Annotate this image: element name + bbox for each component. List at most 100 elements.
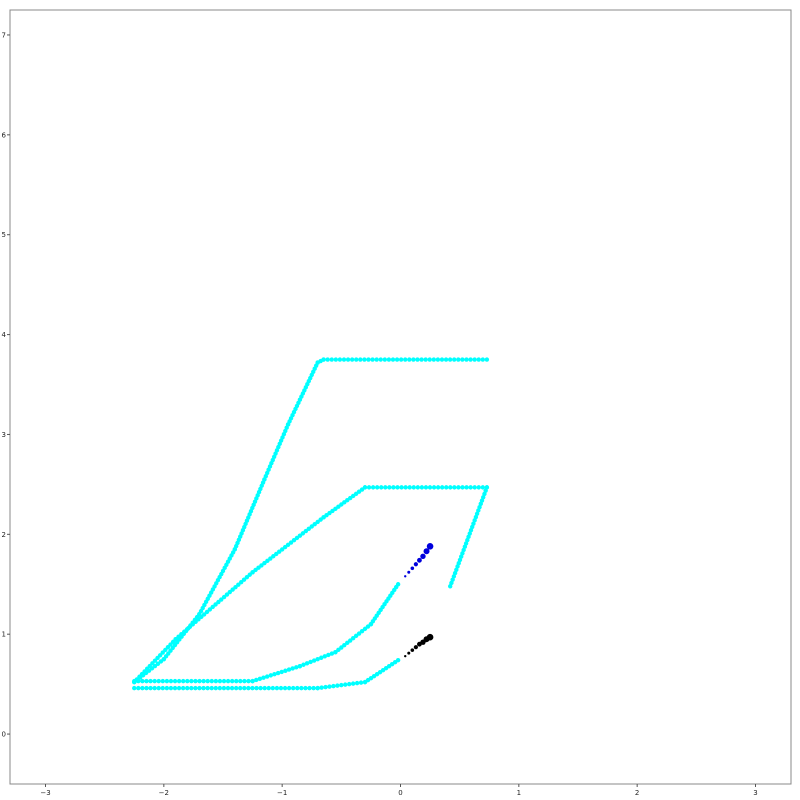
data-point [278,685,284,691]
data-point [168,678,174,684]
data-point [329,357,334,362]
data-point [333,649,338,655]
data-point [395,657,401,663]
data-point [333,357,339,362]
data-point [213,685,218,691]
data-point [282,685,288,691]
data-point [370,357,375,362]
data-point [463,541,469,546]
data-point [209,678,214,684]
y-tick-label: 1 [2,631,6,639]
data-point [193,619,198,625]
data-point [435,357,441,362]
data-point [132,678,137,684]
data-point [309,524,314,529]
data-point [365,624,371,629]
data-point [311,658,317,663]
data-point [180,685,186,691]
data-point [423,485,429,490]
data-point [144,678,149,684]
data-point [148,678,153,684]
data-point [411,485,416,490]
data-point [404,575,407,578]
data-point [410,566,415,571]
data-point [185,678,190,684]
data-point [303,685,308,691]
data-point [197,685,202,691]
data-point [343,682,348,687]
data-point [419,357,424,362]
x-tick-label: −2 [159,789,169,797]
data-point [224,592,230,597]
data-point [285,542,291,548]
data-point [254,685,259,691]
data-point [205,685,210,691]
data-point [233,584,238,590]
data-point [460,357,465,362]
data-point [254,677,259,683]
data-point [246,678,251,684]
data-point [199,614,204,620]
data-point [140,685,145,691]
data-point [156,678,161,684]
data-point [431,485,437,490]
data-point [407,651,411,655]
data-point [413,645,418,650]
data-point [270,685,276,691]
data-point [290,666,295,671]
data-point [160,678,166,684]
data-point [307,685,312,691]
data-point [390,357,396,362]
data-point [358,357,363,362]
data-point [168,685,174,691]
data-point [190,622,195,627]
data-point [156,685,161,691]
data-point [464,357,469,362]
data-point [308,659,313,665]
data-point [184,627,190,632]
data-point [225,678,231,684]
data-point [250,570,255,575]
data-point [435,485,441,490]
data-point [410,648,415,652]
data-point [456,357,461,362]
data-point [407,570,411,574]
data-point [205,678,210,684]
data-point [426,633,434,641]
data-point [467,531,472,536]
data-point [189,685,194,691]
data-point [291,685,296,691]
data-point [419,485,425,490]
data-point [452,357,457,362]
data-point [457,557,463,563]
x-tick-label: 3 [753,789,757,797]
data-point [244,575,250,580]
data-point [415,485,421,490]
data-point [448,485,453,490]
data-point [472,357,477,362]
data-point [172,685,178,691]
data-point [339,645,344,650]
data-point [315,656,320,662]
data-point [354,357,359,362]
data-point [382,357,388,362]
data-point [427,485,433,490]
data-point [275,670,281,676]
data-point [297,663,303,669]
data-point [227,589,232,595]
data-point [362,485,368,490]
data-point [420,553,426,559]
data-point [325,357,330,362]
data-point [374,357,379,362]
data-point [144,685,149,691]
data-point [319,655,324,660]
data-point [386,357,392,362]
data-point [238,685,243,691]
data-point [250,685,255,691]
x-tick-label: 1 [517,789,521,797]
y-tick-label: 4 [2,331,7,339]
data-point [160,685,165,691]
data-point [345,357,351,362]
y-tick-label: 2 [2,531,6,539]
